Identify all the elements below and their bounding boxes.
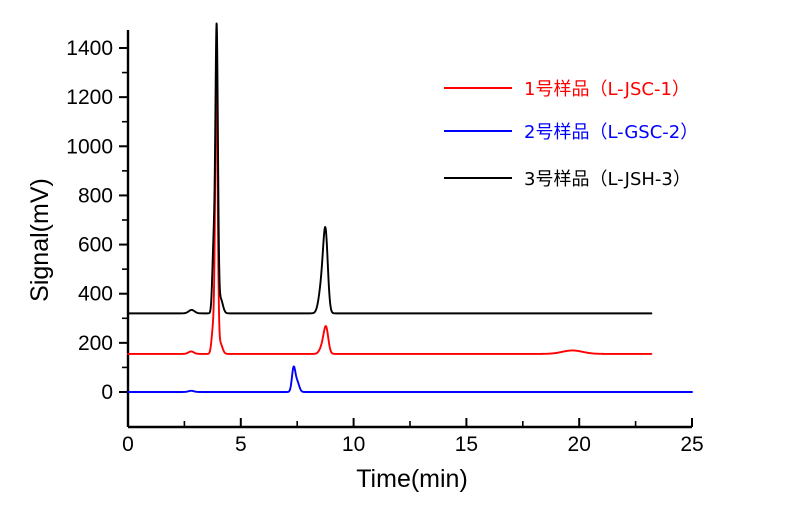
y-axis-title: Signal(mV) [26,178,54,302]
x-tick-label: 10 [342,433,365,456]
trace-line [127,365,693,393]
legend-label: 2号样品（L-GSC-2） [524,122,698,143]
y-tick-label: 0 [101,381,113,404]
x-tick-label: 0 [122,433,134,456]
y-axis-ticks [119,47,128,393]
y-tick-label: 600 [78,234,113,257]
y-tick-label: 1400 [66,37,113,60]
y-tick-label: 400 [78,283,113,306]
y-tick-label: 1200 [66,86,113,109]
x-axis-tick-labels: 0 5 10 15 20 25 [122,433,704,456]
x-tick-label: 20 [568,433,591,456]
x-tick-label: 15 [455,433,478,456]
legend-label: 1号样品（L-JSC-1） [524,79,690,100]
y-tick-label: 800 [78,184,113,207]
x-axis-title: Time(min) [356,465,468,493]
x-tick-label: 25 [680,433,703,456]
x-tick-label: 5 [235,433,247,456]
data-traces [127,22,693,393]
legend-label: 3号样品（L-JSH-3） [524,169,691,190]
x-axis-ticks [127,418,693,427]
trace-line [127,22,653,315]
y-axis-tick-labels: 0 200 400 600 800 1000 1200 1400 [66,37,113,404]
y-tick-label: 1000 [66,135,113,158]
chart-legend: 1号样品（L-JSC-1） 2号样品（L-GSC-2） 3号样品（L-JSH-3） [444,79,698,190]
y-tick-label: 200 [78,332,113,355]
